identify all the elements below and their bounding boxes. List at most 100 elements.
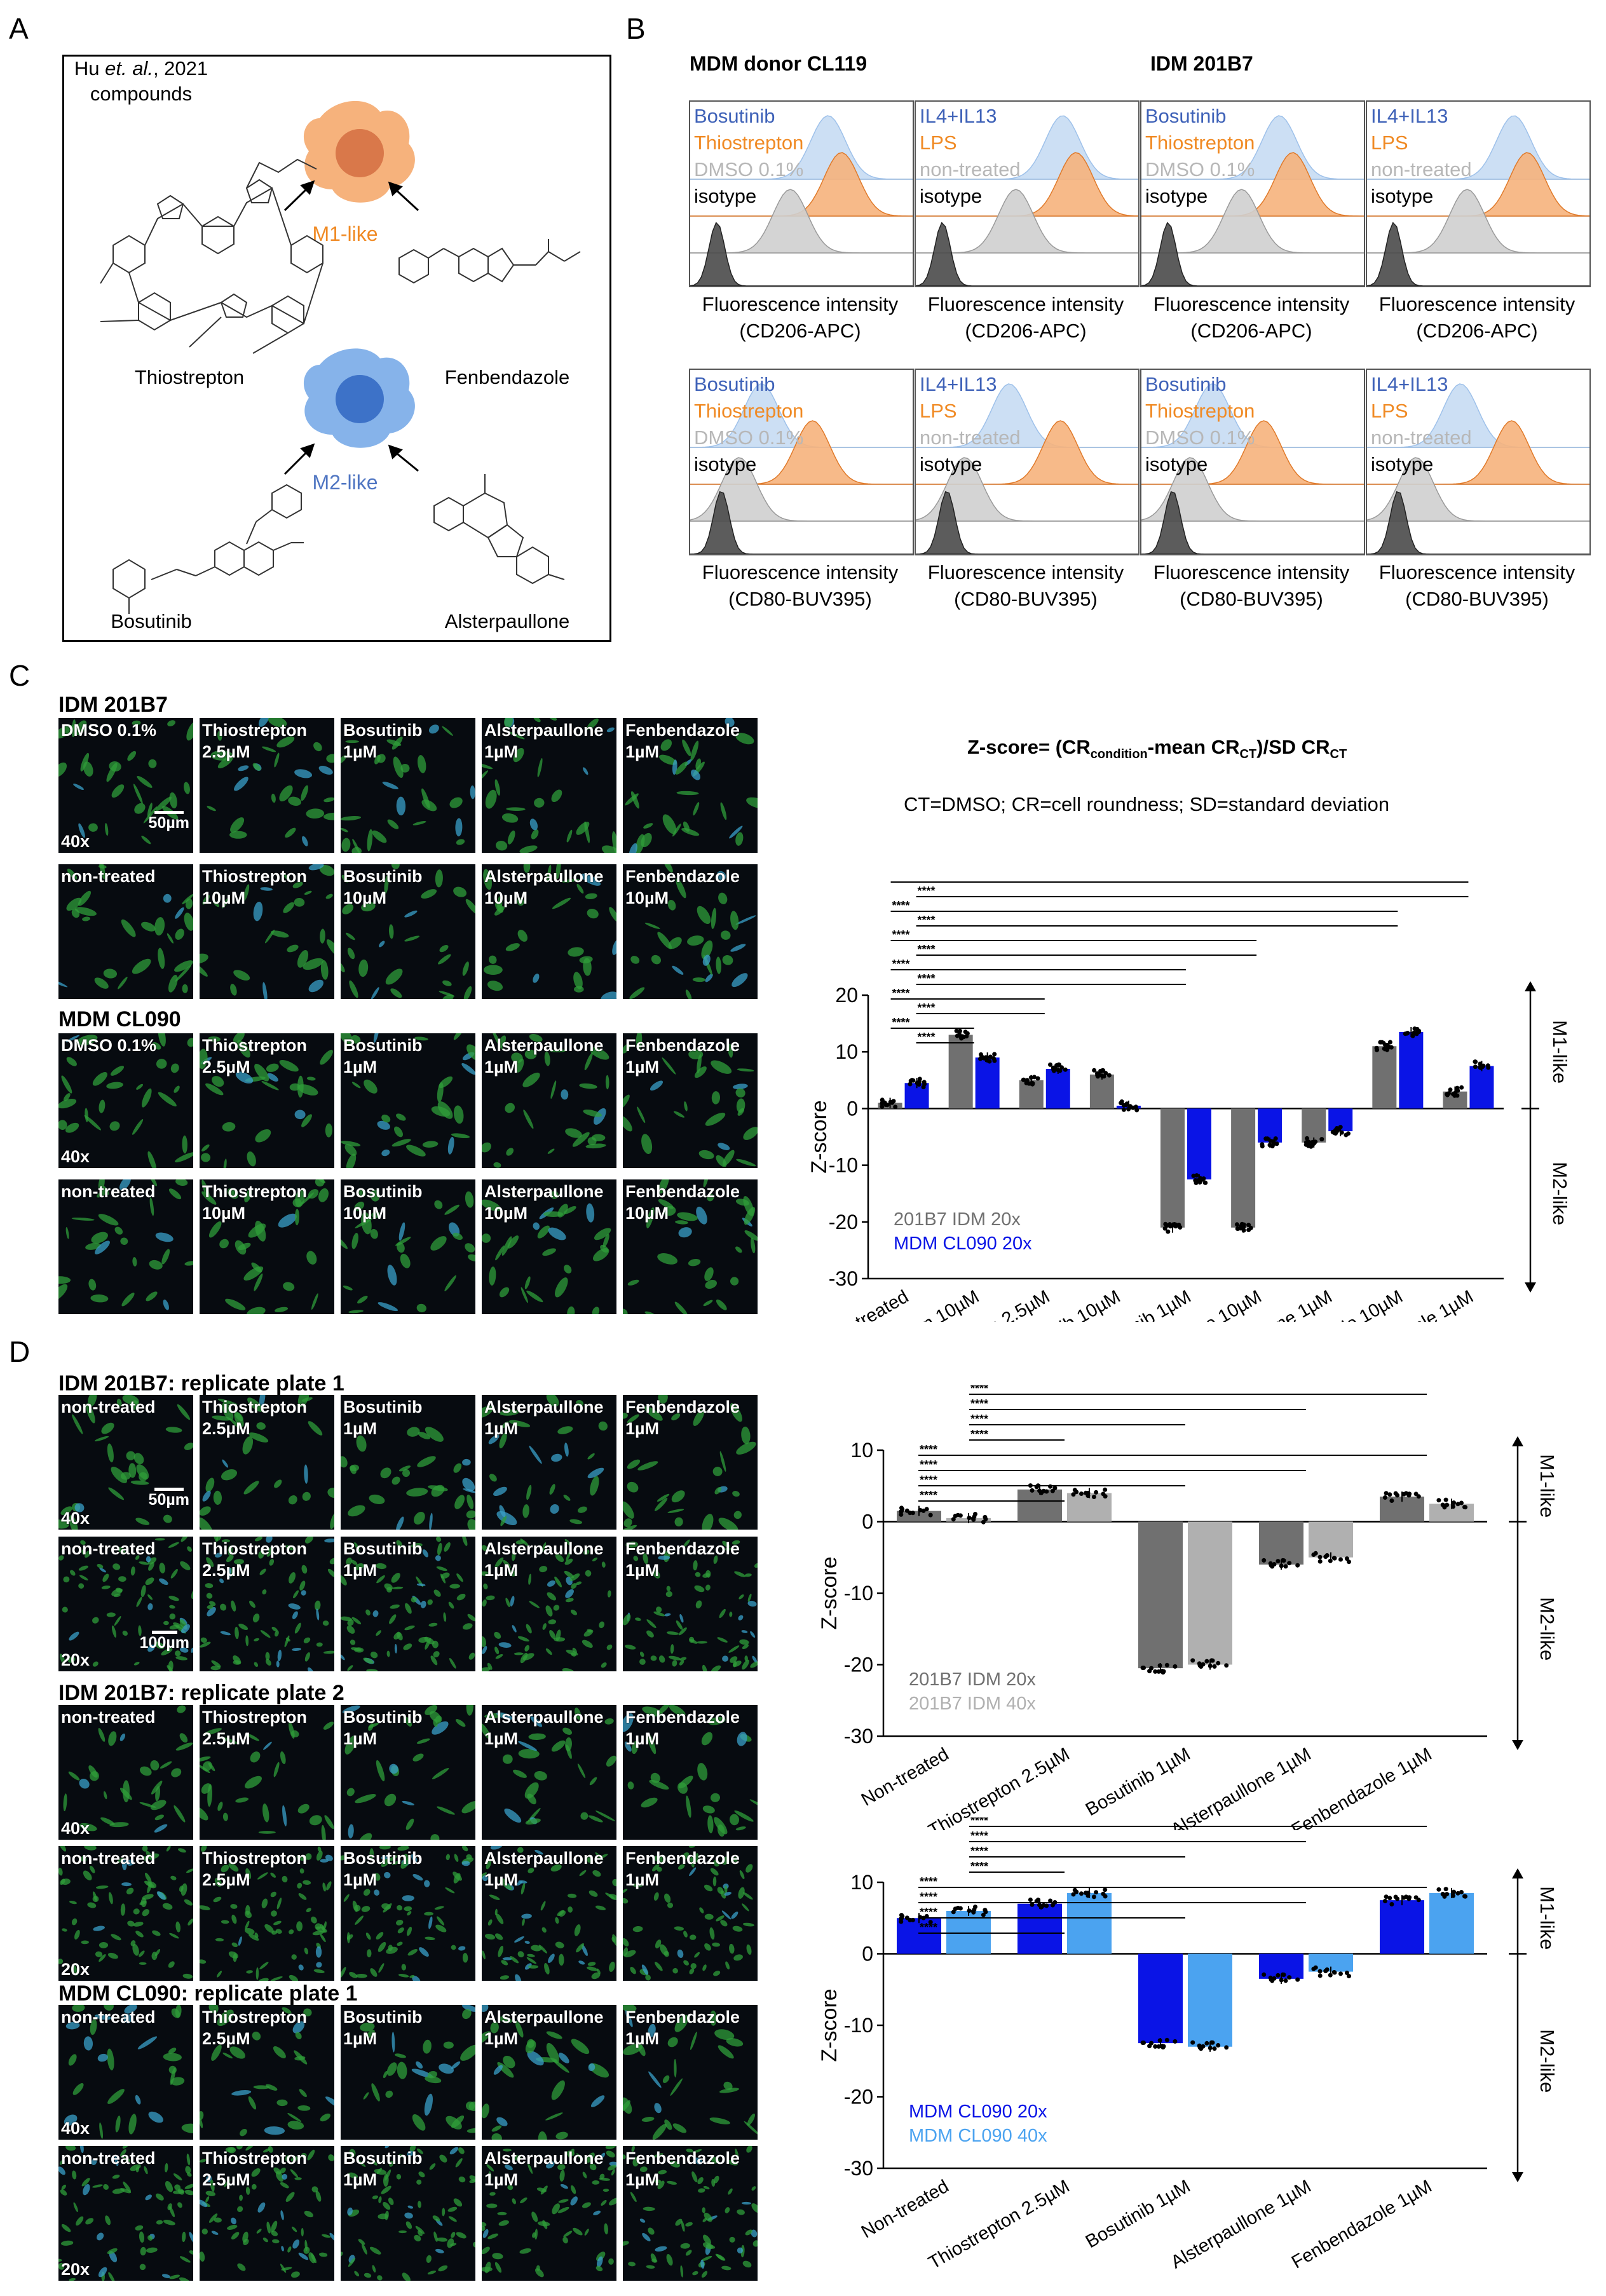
data-point [1389, 1498, 1394, 1503]
significance-stars: **** [918, 914, 936, 927]
data-point [1443, 1887, 1448, 1892]
micrograph-label: Thiostrepton 2.5µM [202, 1397, 307, 1438]
data-point [1037, 1488, 1042, 1493]
d-title-rep1: IDM 201B7: replicate plate 1 [58, 1371, 344, 1396]
x-tick-label: Non-treated [817, 1286, 912, 1322]
data-point [1313, 1139, 1318, 1145]
data-point [1287, 1561, 1292, 1566]
data-point [1048, 1062, 1052, 1067]
data-point [1395, 1493, 1400, 1498]
micrograph-image [200, 864, 334, 999]
data-point [1481, 1063, 1486, 1068]
histogram-legend-entry: Bosutinib [1145, 373, 1227, 395]
histogram-panel: IL4+IL13 LPS non-treated isotype [915, 369, 1140, 555]
micrograph-tile: Fenbendazole 1µM [623, 1033, 758, 1168]
data-point [1094, 1490, 1099, 1495]
data-point [899, 1913, 904, 1918]
data-point [1246, 1227, 1251, 1232]
data-point [1281, 1973, 1286, 1977]
histogram-legend-entry: LPS [920, 132, 957, 154]
data-point [883, 1103, 888, 1108]
data-point [1202, 1180, 1208, 1185]
micrograph-tile: Bosutinib 1µM [341, 1705, 475, 1840]
legend-entry: MDM CL090 20x [894, 1233, 1032, 1254]
data-point [1446, 1091, 1451, 1096]
data-point [1436, 1498, 1441, 1503]
histogram-legend-entry: DMSO 0.1% [1145, 426, 1255, 449]
data-point [1452, 1889, 1456, 1894]
data-point [1270, 1144, 1275, 1149]
micrograph-image [482, 718, 616, 853]
micrograph-image [482, 1191, 611, 1314]
data-point [1173, 1222, 1178, 1227]
histogram-curve-grey [1141, 457, 1364, 522]
data-point [1178, 1225, 1183, 1230]
bar [1259, 1521, 1303, 1565]
data-point [1241, 1228, 1246, 1233]
histogram-curve-grey [690, 457, 913, 522]
micrograph-image [64, 2005, 193, 2139]
histogram-panel: Bosutinib Thiostrepton DMSO 0.1% isotype [689, 369, 914, 555]
significance-stars: **** [892, 928, 910, 941]
data-point [1344, 1556, 1349, 1561]
significance-stars: **** [970, 1397, 988, 1410]
magnification-label: 40x [61, 1819, 90, 1838]
micrograph-image [341, 2146, 475, 2281]
data-point [1208, 1664, 1213, 1668]
y-tick-label: 10 [835, 1040, 858, 1063]
data-point [1147, 1669, 1152, 1674]
y-axis-label: Z-score [817, 1556, 841, 1629]
micrograph-tile: Alsterpaullone 1µM [482, 2146, 616, 2281]
micrograph-label: Fenbendazole 1µM [625, 721, 740, 761]
data-point [1276, 1559, 1281, 1564]
histogram-legend-entry: DMSO 0.1% [694, 158, 804, 180]
histogram-xlabel: Fluorescence intensity (CD206-APC) [911, 291, 1140, 344]
data-point [953, 1906, 958, 1912]
data-point [958, 1513, 963, 1518]
data-point [1208, 2046, 1213, 2051]
data-point [1234, 1222, 1239, 1227]
histogram-curve-grey [916, 457, 1138, 522]
micrograph-tile: Thiostrepton 2.5µM [200, 2146, 334, 2281]
data-point [918, 1507, 923, 1512]
data-point [981, 1912, 986, 1917]
micrograph-tile: non-treated 40x 50µm [58, 1395, 193, 1530]
micrograph-tile: Bosutinib 10µM [341, 1179, 475, 1314]
formula-part1: Z-score= (CR [967, 736, 1091, 758]
data-point [908, 1917, 913, 1922]
histogram-curve-blue [690, 115, 913, 180]
m2-like-label: M2-like [312, 471, 378, 494]
data-point [1462, 1505, 1467, 1509]
micrograph-image [341, 1189, 475, 1314]
micrograph-label: Bosutinib 1µM [343, 2149, 423, 2189]
data-point [1287, 1975, 1292, 1980]
data-point [1163, 1221, 1168, 1226]
histogram-legend-entry: Bosutinib [694, 105, 775, 127]
data-point [1262, 1972, 1267, 1977]
micrograph-label: Bosutinib 1µM [343, 1539, 423, 1580]
bar [975, 1057, 1000, 1109]
histogram-legend-entry: Bosutinib [1145, 105, 1227, 127]
data-point [1044, 1489, 1049, 1494]
data-point [1455, 1085, 1460, 1090]
scale-bar-line [151, 1631, 177, 1634]
reference-etal: et. al. [105, 57, 153, 79]
data-point [1459, 1500, 1464, 1505]
micrograph-label: Bosutinib 1µM [343, 1397, 423, 1438]
histogram-legend-entry: IL4+IL13 [920, 105, 997, 127]
data-point [899, 1916, 904, 1920]
data-point [1478, 1065, 1483, 1070]
micrograph-image [201, 1179, 329, 1314]
micrograph-image [58, 1846, 193, 1979]
data-point [1044, 1903, 1049, 1908]
side-label-m2: M2-like [1549, 1162, 1571, 1225]
data-point [1246, 1223, 1251, 1228]
data-point [1272, 1976, 1277, 1981]
bar [1399, 1031, 1424, 1109]
data-point [1063, 1067, 1068, 1072]
data-point [1212, 2046, 1217, 2051]
micrograph-image [482, 2146, 616, 2278]
micrograph-label: non-treated [61, 1182, 156, 1201]
side-label-m1: M1-like [1536, 1454, 1558, 1518]
magnification-label: 20x [61, 1960, 90, 1979]
